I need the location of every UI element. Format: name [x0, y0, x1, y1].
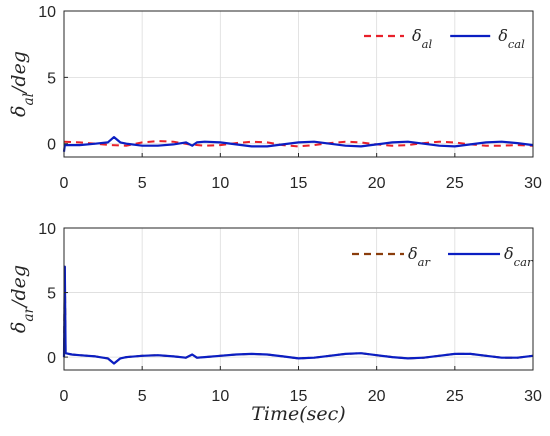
x-tick-label: 20 — [368, 175, 386, 192]
x-tick-label: 0 — [60, 388, 69, 405]
legend-label-2: δcal — [498, 26, 525, 51]
series-line-1-2 — [62, 136, 534, 152]
y-tick-label: 10 — [38, 4, 56, 21]
legend: δar δcar — [352, 244, 534, 269]
series-line-2-2 — [62, 265, 534, 365]
subplot-2: 0 5 10 15 20 25 30 0 5 10 δar/deg Time(sec) δar δcar — [8, 221, 542, 425]
x-tick-label: 10 — [211, 388, 229, 405]
x-tick-label: 10 — [211, 175, 229, 192]
x-tick-label: 30 — [524, 388, 542, 405]
y-tick-label: 5 — [47, 70, 56, 87]
y-tick-label: 0 — [47, 137, 56, 154]
x-tick-label: 20 — [368, 388, 386, 405]
legend-label-2: δcar — [504, 244, 534, 269]
x-tick-label: 15 — [290, 175, 308, 192]
subplot-1: 0 5 10 15 20 25 30 0 5 10 δal/deg δal δcal — [8, 4, 542, 192]
x-tick-label: 15 — [290, 388, 308, 405]
y-tick-label: 5 — [47, 286, 56, 303]
x-tick-label: 30 — [524, 175, 542, 192]
x-axis-label: Time(sec) — [251, 403, 345, 425]
legend: δal δcal — [364, 26, 525, 51]
x-tick-label: 5 — [138, 175, 147, 192]
x-tick-label: 5 — [138, 388, 147, 405]
y-tick-label: 0 — [47, 350, 56, 367]
series-line-1-1 — [63, 140, 534, 148]
legend-label-1: δar — [408, 244, 432, 269]
y-axis-label: δar/deg — [8, 265, 37, 333]
legend-label-1: δal — [412, 26, 433, 51]
y-axis-label: δal/deg — [8, 51, 37, 117]
x-tick-label: 25 — [446, 175, 464, 192]
x-tick-label: 0 — [60, 175, 69, 192]
y-tick-label: 10 — [38, 221, 56, 238]
x-tick-label: 25 — [446, 388, 464, 405]
